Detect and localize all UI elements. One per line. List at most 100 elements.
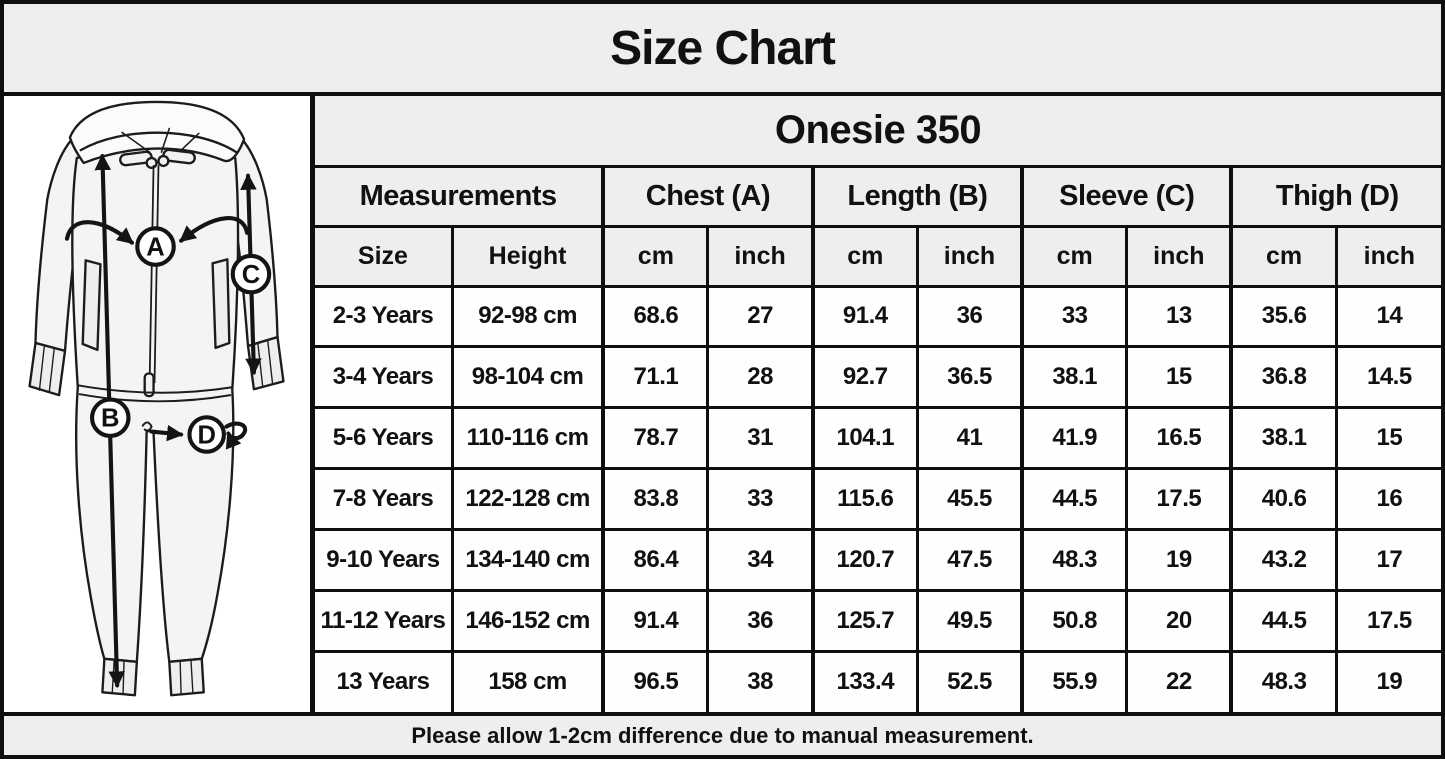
table-row: 5-6 Years 110-116 cm 78.7 31 104.1 41 41… (315, 406, 1441, 471)
cell-sleeve-cm: 38.1 (1020, 345, 1129, 410)
page-title: Size Chart (610, 21, 836, 75)
cell-length-inch: 49.5 (915, 588, 1024, 653)
cell-length-inch: 36.5 (915, 345, 1024, 410)
table-row: 7-8 Years 122-128 cm 83.8 33 115.6 45.5 … (315, 467, 1441, 531)
chest-arrow-left (64, 220, 134, 245)
col-header-chest-inch: inch (706, 224, 815, 288)
cell-sleeve-inch: 22 (1125, 649, 1233, 712)
measure-point-d (187, 415, 226, 454)
cell-length-inch: 36 (915, 284, 1024, 349)
cell-sleeve-inch: 13 (1125, 284, 1233, 349)
cell-chest-inch: 33 (706, 467, 815, 531)
measurement-disclaimer: Please allow 1-2cm difference due to man… (411, 722, 1034, 748)
table-row: 2-3 Years 92-98 cm 68.6 27 91.4 36 33 13… (315, 284, 1441, 349)
cell-chest-inch: 38 (706, 649, 815, 712)
col-header-chest-cm: cm (601, 224, 710, 288)
cell-length-inch: 45.5 (915, 467, 1024, 531)
measure-point-c (230, 253, 272, 295)
cell-length-inch: 52.5 (915, 649, 1024, 712)
cell-size: 2-3 Years (315, 284, 454, 349)
cell-height: 92-98 cm (450, 284, 605, 349)
cell-chest-inch: 31 (706, 406, 815, 471)
cell-sleeve-inch: 19 (1125, 527, 1233, 592)
cell-size: 3-4 Years (315, 345, 454, 410)
cell-thigh-cm: 36.8 (1229, 345, 1338, 410)
cell-length-cm: 133.4 (810, 649, 919, 712)
cell-sleeve-cm: 41.9 (1020, 406, 1129, 471)
cell-thigh-cm: 44.5 (1229, 588, 1338, 653)
measure-point-a (135, 226, 176, 267)
group-header-sleeve: Sleeve (C) (1020, 164, 1233, 228)
group-header-chest: Chest (A) (601, 164, 815, 228)
cell-thigh-cm: 40.6 (1229, 467, 1338, 531)
cell-thigh-inch: 14.5 (1334, 345, 1441, 410)
cell-thigh-inch: 14 (1334, 284, 1441, 349)
group-header-measurements: Measurements (315, 164, 605, 228)
cell-sleeve-cm: 48.3 (1020, 527, 1129, 592)
cell-thigh-cm: 38.1 (1229, 406, 1338, 471)
cell-thigh-inch: 16 (1334, 467, 1441, 531)
cell-thigh-cm: 35.6 (1229, 284, 1338, 349)
cell-chest-inch: 34 (706, 527, 815, 592)
cell-sleeve-cm: 50.8 (1020, 588, 1129, 653)
cell-height: 134-140 cm (450, 527, 605, 592)
cell-sleeve-cm: 44.5 (1020, 467, 1129, 531)
cell-sleeve-inch: 17.5 (1125, 467, 1233, 531)
cell-thigh-inch: 17 (1334, 527, 1441, 592)
col-header-sleeve-cm: cm (1020, 224, 1129, 288)
size-table-panel: Onesie 350 Measurements Chest (A) Length… (315, 96, 1441, 712)
onesie-diagram: A B C D (28, 100, 285, 697)
cell-length-cm: 104.1 (810, 406, 919, 471)
cell-chest-cm: 71.1 (601, 345, 710, 410)
cell-thigh-cm: 48.3 (1229, 649, 1338, 712)
group-header-length: Length (B) (810, 164, 1024, 228)
table-row: 9-10 Years 134-140 cm 86.4 34 120.7 47.5… (315, 527, 1441, 592)
cell-height: 98-104 cm (450, 345, 605, 410)
hood-toggle-icon (119, 148, 196, 170)
cell-chest-cm: 86.4 (601, 527, 710, 592)
col-header-length-inch: inch (915, 224, 1024, 288)
thigh-loop-arrow (224, 421, 248, 450)
measure-point-a-label: A (146, 233, 164, 261)
cell-length-cm: 120.7 (810, 527, 919, 592)
cell-chest-inch: 36 (706, 588, 815, 653)
cell-height: 158 cm (450, 649, 605, 712)
col-header-size: Size (315, 224, 454, 288)
cell-chest-cm: 68.6 (601, 284, 710, 349)
cell-length-inch: 47.5 (915, 527, 1024, 592)
measure-point-d-label: D (197, 421, 215, 449)
onesie-diagram-panel: A B C D (4, 96, 315, 712)
cell-length-inch: 41 (915, 406, 1024, 471)
table-row: 3-4 Years 98-104 cm 71.1 28 92.7 36.5 38… (315, 345, 1441, 410)
cell-size: 11-12 Years (315, 588, 454, 653)
col-header-height: Height (450, 224, 605, 288)
footer: Please allow 1-2cm difference due to man… (4, 712, 1441, 755)
cell-size: 7-8 Years (315, 467, 454, 531)
size-table: Onesie 350 Measurements Chest (A) Length… (315, 96, 1441, 712)
thigh-arrow (149, 424, 184, 442)
cell-thigh-inch: 19 (1334, 649, 1441, 712)
cell-chest-inch: 28 (706, 345, 815, 410)
measure-point-b (89, 397, 131, 439)
cell-size: 5-6 Years (315, 406, 454, 471)
col-header-length-cm: cm (810, 224, 919, 288)
chest-arrow-right (179, 216, 250, 243)
onesie-sketch (28, 100, 285, 697)
cell-size: 13 Years (315, 649, 454, 712)
content-area: A B C D (4, 96, 1441, 712)
cell-length-cm: 91.4 (810, 284, 919, 349)
cell-sleeve-cm: 55.9 (1020, 649, 1129, 712)
cell-thigh-cm: 43.2 (1229, 527, 1338, 592)
cell-length-cm: 92.7 (810, 345, 919, 410)
cell-height: 110-116 cm (450, 406, 605, 471)
cell-height: 146-152 cm (450, 588, 605, 653)
cell-chest-cm: 78.7 (601, 406, 710, 471)
cell-height: 122-128 cm (450, 467, 605, 531)
banner: Size Chart (4, 4, 1441, 96)
col-header-sleeve-inch: inch (1125, 224, 1233, 288)
cell-thigh-inch: 17.5 (1334, 588, 1441, 653)
cell-length-cm: 115.6 (810, 467, 919, 531)
cell-sleeve-inch: 16.5 (1125, 406, 1233, 471)
table-title: Onesie 350 (315, 96, 1441, 168)
